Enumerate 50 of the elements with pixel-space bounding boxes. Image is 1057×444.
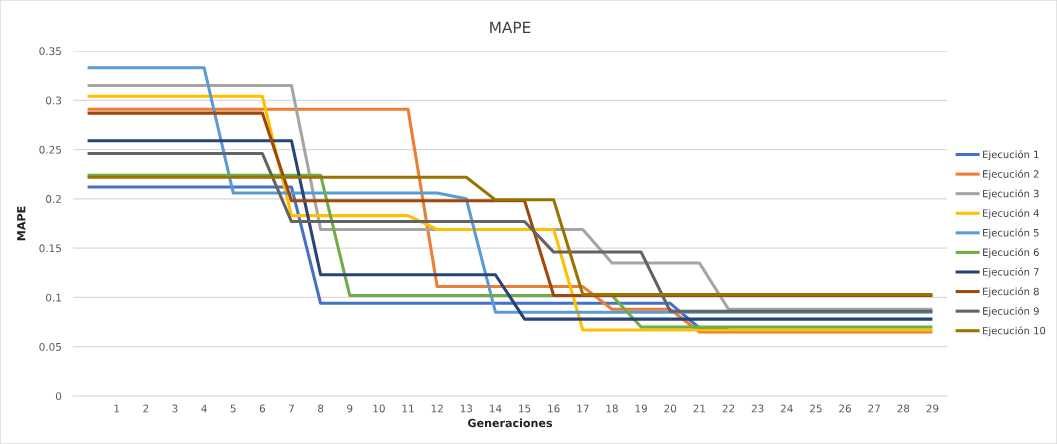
x-tick-label: 22 (722, 404, 735, 413)
x-tick-label: 28 (897, 404, 910, 413)
x-tick-label: 9 (347, 404, 353, 413)
x-axis-title: Generaciones (467, 418, 553, 428)
x-tick-label: 10 (373, 404, 385, 413)
x-tick-label: 12 (431, 404, 443, 413)
y-tick-label: 0.35 (39, 47, 61, 56)
y-tick-label: 0.1 (46, 293, 61, 302)
x-tick-label: 29 (926, 404, 939, 413)
legend-label: Ejecución 3 (983, 189, 1039, 200)
x-tick-label: 26 (839, 404, 851, 413)
x-tick-label: 14 (489, 404, 502, 413)
legend-label: Ejecución 9 (983, 306, 1039, 317)
legend-label: Ejecución 4 (983, 208, 1039, 219)
y-tick-label: 0.3 (46, 96, 62, 105)
y-tick-label: 0.15 (39, 244, 61, 253)
y-tick-label: 0.25 (39, 145, 61, 154)
legend-label: Ejecución 8 (983, 287, 1039, 298)
x-tick-label: 24 (780, 404, 793, 413)
x-tick-label: 5 (230, 404, 236, 413)
legend-label: Ejecución 2 (983, 169, 1039, 180)
x-tick-label: 18 (606, 404, 618, 413)
y-tick-label: 0.05 (39, 342, 61, 351)
x-tick-label: 7 (289, 404, 294, 413)
x-tick-label: 8 (318, 404, 324, 413)
y-axis-title: MAPE (17, 206, 26, 241)
x-tick-label: 25 (810, 404, 822, 413)
legend-label: Ejecución 1 (983, 150, 1039, 161)
legend-label: Ejecución 5 (983, 228, 1039, 239)
x-tick-label: 21 (693, 404, 706, 413)
y-tick-label: 0 (55, 392, 62, 401)
y-tick-label: 0.2 (46, 195, 61, 203)
x-tick-label: 16 (548, 404, 560, 413)
x-tick-label: 1 (114, 404, 120, 413)
legend-label: Ejecución 6 (983, 247, 1039, 258)
x-tick-label: 20 (664, 404, 677, 413)
x-tick-label: 17 (577, 404, 589, 413)
x-tick-label: 15 (519, 404, 531, 413)
x-tick-label: 3 (172, 404, 178, 413)
legend-label: Ejecución 7 (983, 267, 1039, 278)
x-tick-label: 23 (751, 404, 764, 413)
x-tick-label: 13 (460, 404, 473, 413)
x-tick-label: 4 (201, 404, 207, 413)
x-tick-label: 2 (143, 404, 149, 413)
chart-title: MAPE (490, 21, 531, 33)
x-tick-label: 19 (635, 404, 647, 413)
x-tick-label: 11 (402, 404, 414, 413)
x-tick-label: 6 (259, 404, 266, 413)
legend-label: Ejecución 10 (983, 326, 1046, 337)
x-tick-label: 27 (868, 404, 880, 413)
